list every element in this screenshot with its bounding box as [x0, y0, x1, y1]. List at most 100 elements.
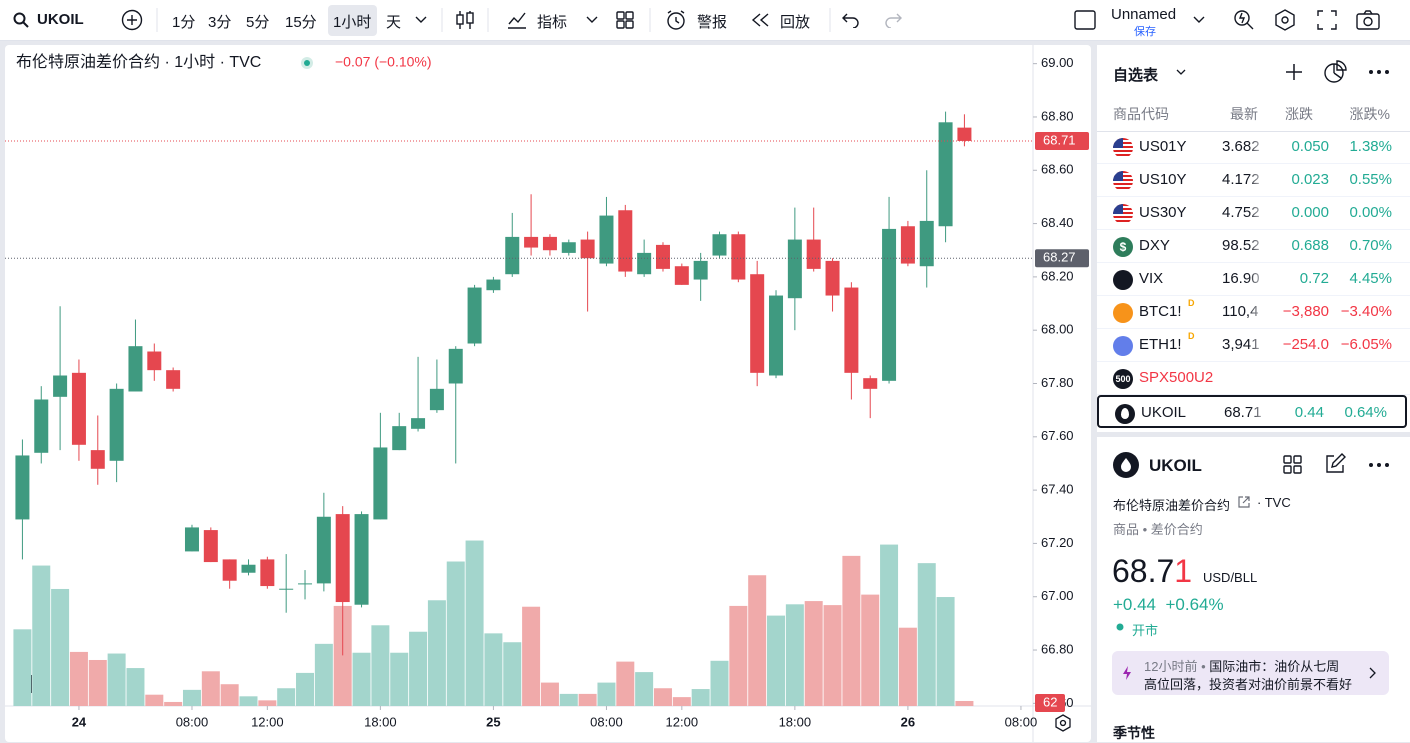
column-header[interactable]: 最新	[1230, 106, 1258, 122]
symbol[interactable]: US01Y	[1139, 138, 1187, 155]
external-icon[interactable]	[1237, 495, 1251, 509]
news-box[interactable]	[1112, 651, 1389, 695]
dividers	[156, 8, 831, 32]
x-tick-label: 24	[72, 714, 87, 729]
symbol[interactable]: ETH1!	[1139, 336, 1182, 353]
volume-bar	[917, 563, 936, 706]
watchlist-row[interactable]: UKOIL 68.71 0.44 0.64%	[1097, 395, 1407, 428]
save[interactable]: 保存	[1134, 26, 1156, 38]
reset-scale-icon[interactable]	[1055, 714, 1071, 732]
x-tick-label: 25	[486, 714, 500, 729]
watchlist-row[interactable]: 500 SPX500U2	[1097, 362, 1410, 395]
candle-body	[147, 351, 162, 371]
grid-icon[interactable]	[1282, 454, 1304, 476]
x-tick-label: 08:00	[1005, 714, 1038, 729]
candle-body	[825, 260, 840, 296]
replay-icon[interactable]	[751, 12, 771, 28]
symbol[interactable]: US30Y	[1139, 204, 1187, 221]
column-header[interactable]: 涨跌	[1285, 106, 1313, 122]
search-icon[interactable]	[13, 12, 29, 28]
volume-bar	[710, 660, 729, 706]
symbol[interactable]: VIX	[1139, 270, 1164, 287]
interval[interactable]: 15分	[285, 14, 317, 31]
layout-name[interactable]: Unnamed	[1111, 6, 1177, 23]
detail-name[interactable]: 布伦特原油差价合约	[1113, 498, 1231, 513]
volume-bar	[409, 631, 428, 706]
replay[interactable]: 回放	[780, 14, 811, 31]
watchlist-row[interactable]: US01Y 3.682 0.050 1.38%	[1097, 131, 1410, 164]
symbol[interactable]: BTC1!	[1139, 303, 1182, 320]
news-line1: 国际油市：油价从七周	[1209, 659, 1340, 674]
layout-box[interactable]	[1074, 10, 1096, 30]
interval[interactable]: 5分	[246, 14, 270, 31]
chevron[interactable]	[586, 15, 598, 25]
watchlist-row[interactable]: VIX 16.90 0.72 4.45%	[1097, 263, 1410, 296]
settings-icon[interactable]	[1274, 9, 1296, 31]
volume-bar	[164, 701, 183, 706]
more-icon[interactable]	[1368, 69, 1390, 75]
candle-body	[882, 228, 897, 381]
candle-body	[411, 418, 426, 429]
chevron[interactable]	[1176, 69, 1186, 77]
edit-icon[interactable]	[1324, 453, 1346, 475]
column-header[interactable]: 商品代码	[1113, 106, 1169, 122]
chart: 布伦特原油差价合约 · 1小时 · TVC −0.07 (−0.10%) 69.…	[5, 45, 1091, 742]
pie-icon[interactable]	[1323, 60, 1347, 84]
volume-bar	[785, 604, 804, 706]
chevron[interactable]	[415, 15, 427, 25]
candle-body	[448, 348, 463, 384]
candle-body	[34, 399, 49, 453]
chart-panel: 布伦特原油差价合约 · 1小时 · TVC −0.07 (−0.10%) 69.…	[5, 45, 1091, 742]
indicator-icon[interactable]	[506, 10, 528, 30]
chevron-right[interactable]	[1369, 667, 1377, 679]
volume-bar	[861, 594, 880, 706]
watchlist-row[interactable]: BTC1! D 110,4 −3,880 −3.40%	[1097, 296, 1410, 329]
y-tick-label: 67.00	[1041, 588, 1074, 603]
symbol[interactable]: US10Y	[1139, 171, 1187, 188]
change-pct: −6.05%	[1340, 336, 1392, 353]
flag-d: D	[1188, 331, 1195, 341]
interval[interactable]: 1小时	[333, 14, 372, 31]
compare-icon[interactable]	[121, 9, 143, 31]
last: 98.52	[1222, 237, 1260, 254]
interval[interactable]: 1分	[172, 14, 196, 31]
quick-search-icon[interactable]	[1232, 8, 1256, 32]
column-header[interactable]: 涨跌%	[1349, 106, 1390, 122]
add-icon[interactable]	[1284, 62, 1304, 82]
redo-icon[interactable]	[884, 12, 902, 28]
candle-body	[957, 127, 972, 141]
watchlist-row[interactable]: US30Y 4.752 0.000 0.00%	[1097, 197, 1410, 230]
detail-exchange: · TVC	[1257, 495, 1291, 510]
volume-bar	[522, 606, 541, 706]
symbol[interactable]: UKOIL	[37, 11, 84, 28]
interval[interactable]: 3分	[208, 14, 232, 31]
alert-icon[interactable]	[665, 9, 689, 31]
layout-icon[interactable]	[615, 10, 635, 30]
candle-icon[interactable]	[455, 9, 475, 31]
volume-bar	[748, 575, 767, 706]
more-icon[interactable]	[1368, 462, 1390, 468]
watchlist-row[interactable]: US10Y 4.172 0.023 0.55%	[1097, 164, 1410, 197]
indicators[interactable]: 指标	[537, 14, 568, 31]
candle-body	[693, 260, 708, 280]
snapshot-icon[interactable]	[1356, 9, 1380, 31]
volume-bar	[823, 605, 842, 706]
detail-change-pct: +0.64%	[1165, 595, 1224, 614]
symbol[interactable]: UKOIL	[1141, 404, 1187, 421]
symbol[interactable]: SPX500U2	[1139, 369, 1214, 386]
fullscreen-icon[interactable]	[1317, 10, 1337, 30]
symbol[interactable]: DXY	[1139, 237, 1170, 254]
volume-bar	[955, 700, 974, 706]
candle-body	[128, 346, 143, 392]
alerts[interactable]: 警报	[697, 14, 728, 31]
watchlist-row[interactable]: ETH1! D 3,941 −254.0 −6.05%	[1097, 329, 1410, 362]
candle-body	[203, 530, 218, 563]
volume-bar	[296, 672, 315, 706]
change: −254.0	[1282, 336, 1329, 353]
interval[interactable]: 天	[386, 14, 402, 31]
chevron[interactable]	[1193, 15, 1205, 25]
watchlist-row[interactable]: $ DXY 98.52 0.688 0.70%	[1097, 230, 1410, 263]
x-tick-label: 12:00	[666, 714, 699, 729]
watchlist-title[interactable]: 自选表	[1113, 67, 1159, 84]
undo-icon[interactable]	[842, 12, 860, 28]
